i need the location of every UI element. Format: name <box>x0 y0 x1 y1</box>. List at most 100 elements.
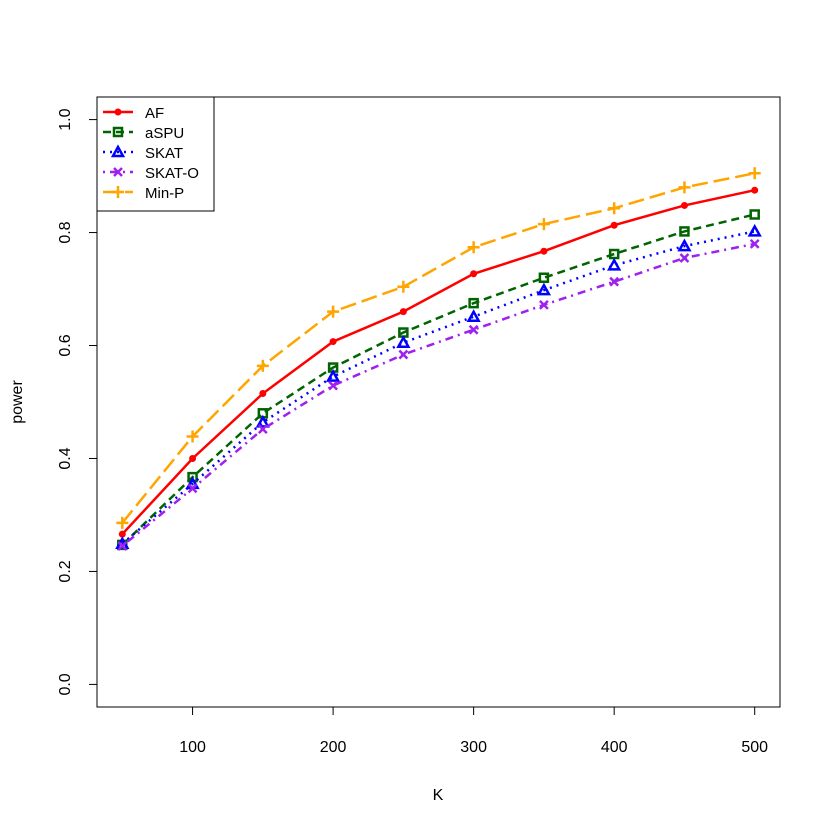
cross <box>679 253 690 263</box>
cross <box>117 541 128 551</box>
square <box>679 226 690 237</box>
legend-label: SKAT <box>145 145 183 162</box>
dot <box>610 221 618 229</box>
cross <box>187 483 198 494</box>
marker <box>467 241 480 254</box>
cross <box>328 380 338 391</box>
cross <box>539 299 549 310</box>
marker <box>259 390 267 398</box>
series-line <box>121 242 755 547</box>
marker <box>610 221 618 229</box>
marker <box>609 276 620 287</box>
marker <box>751 186 759 194</box>
dot <box>751 186 759 194</box>
marker <box>116 516 129 529</box>
marker <box>328 380 338 391</box>
marker <box>398 349 409 360</box>
y-tick-label: 0.0 <box>57 673 74 695</box>
marker <box>539 299 549 310</box>
cross <box>113 167 123 177</box>
triangle <box>325 369 341 382</box>
y-tick-label: 0.8 <box>57 221 74 243</box>
marker <box>468 324 479 335</box>
square <box>538 272 550 283</box>
y-tick-label: 0.6 <box>57 334 74 356</box>
y-tick-label: 1.0 <box>57 108 74 130</box>
dot <box>470 270 478 278</box>
dot <box>399 308 407 316</box>
cross <box>749 238 760 249</box>
legend-label: aSPU <box>145 125 184 142</box>
plus <box>397 280 410 293</box>
x-axis-label: K <box>433 787 444 804</box>
marker <box>538 272 550 283</box>
marker <box>399 308 407 316</box>
plus <box>537 218 550 231</box>
marker <box>466 309 481 322</box>
cross <box>257 424 268 434</box>
triangle <box>747 223 762 237</box>
legend-label: AF <box>145 105 164 122</box>
triangle <box>466 309 481 322</box>
dot <box>329 338 337 346</box>
x-tick-label: 500 <box>741 739 768 756</box>
marker <box>327 305 340 318</box>
y-tick-label: 0.4 <box>57 447 74 469</box>
marker <box>537 218 550 231</box>
plus <box>678 181 691 194</box>
marker <box>113 167 123 177</box>
cross <box>609 276 620 287</box>
marker <box>325 369 341 382</box>
legend-label: SKAT-O <box>145 165 199 182</box>
marker <box>189 454 197 462</box>
marker <box>749 209 760 220</box>
series-line <box>121 188 755 536</box>
marker <box>608 202 621 215</box>
plot-box <box>96 96 781 708</box>
marker <box>110 144 126 158</box>
marker <box>679 253 690 263</box>
cross <box>468 324 479 335</box>
marker <box>679 226 690 237</box>
marker <box>749 238 760 249</box>
marker <box>540 247 548 255</box>
triangle <box>607 257 622 271</box>
marker <box>396 335 411 348</box>
triangle <box>110 144 126 158</box>
plus <box>256 359 269 372</box>
marker <box>118 530 126 538</box>
x-tick-label: 300 <box>460 739 487 756</box>
marker <box>256 359 269 372</box>
marker <box>397 280 410 293</box>
plus <box>327 305 340 318</box>
marker <box>680 201 688 209</box>
plus <box>608 202 621 215</box>
marker <box>678 181 691 194</box>
triangle <box>536 282 552 296</box>
marker <box>677 238 692 252</box>
cross <box>398 349 409 360</box>
marker <box>112 126 124 138</box>
plus <box>116 516 129 529</box>
marker <box>187 483 198 494</box>
series-line <box>121 213 755 546</box>
dot <box>189 454 197 462</box>
marker <box>607 257 622 271</box>
marker <box>748 167 761 180</box>
dot <box>680 201 688 209</box>
x-tick-label: 100 <box>179 739 206 756</box>
dot <box>118 530 126 538</box>
marker <box>329 338 337 346</box>
marker <box>186 430 199 443</box>
triangle <box>677 238 692 252</box>
legend-label: Min-P <box>145 185 184 202</box>
y-tick-label: 0.2 <box>57 560 74 582</box>
series-line <box>121 172 755 524</box>
plus <box>186 430 199 443</box>
triangle <box>396 335 411 348</box>
x-tick-label: 200 <box>320 739 347 756</box>
square <box>468 297 479 309</box>
square <box>112 126 124 138</box>
y-axis-label: power <box>9 380 26 424</box>
